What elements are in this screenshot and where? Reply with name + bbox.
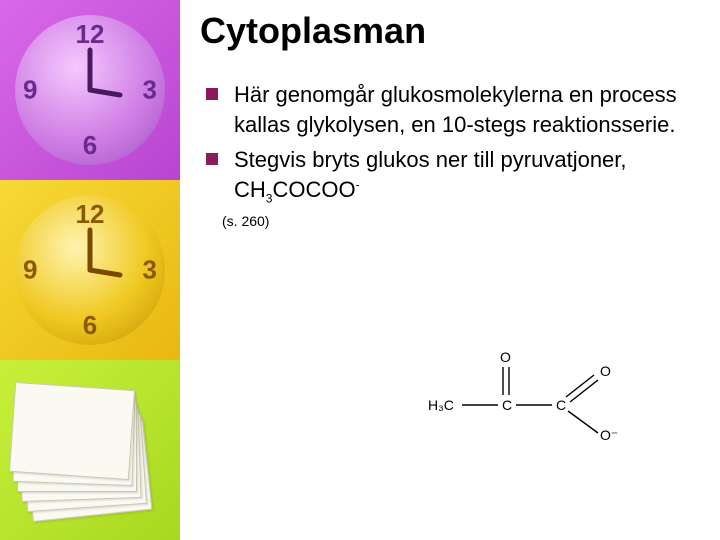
- molecule-diagram: H₃C C O C O O⁻: [420, 345, 650, 455]
- atom-c2: C: [556, 397, 566, 413]
- sidebar: 12 3 6 9 12 3 6 9: [0, 0, 180, 540]
- clock-face-purple: 12 3 6 9: [15, 15, 165, 165]
- bullet-text-1: Här genomgår glukosmolekylerna en proces…: [234, 82, 677, 137]
- bullet-list: Här genomgår glukosmolekylerna en proces…: [200, 80, 700, 207]
- clock-face-yellow: 12 3 6 9: [15, 195, 165, 345]
- atom-c1: C: [502, 397, 512, 413]
- clock-hands-yellow: [15, 195, 165, 345]
- atom-h3c: H₃C: [428, 397, 454, 413]
- slide-content: Cytoplasman Här genomgår glukosmolekyler…: [200, 10, 700, 229]
- bullet-icon: [206, 88, 218, 100]
- atom-o-neg: O⁻: [600, 427, 618, 444]
- tile-clock-yellow: 12 3 6 9: [0, 180, 180, 360]
- clock-hands-purple: [15, 15, 165, 165]
- bullet-icon: [206, 153, 218, 165]
- page-title: Cytoplasman: [200, 10, 700, 52]
- bullet-text-2: Stegvis bryts glukos ner till pyruvatjon…: [234, 147, 627, 202]
- atom-o2: O: [600, 363, 611, 379]
- bullet-item-2: Stegvis bryts glukos ner till pyruvatjon…: [200, 145, 700, 206]
- bullet-item-1: Här genomgår glukosmolekylerna en proces…: [200, 80, 700, 139]
- page-reference: (s. 260): [200, 213, 700, 229]
- tile-clock-purple: 12 3 6 9: [0, 0, 180, 180]
- paper-stack: [10, 380, 170, 530]
- tile-papers: [0, 360, 180, 540]
- atom-o1: O: [500, 349, 511, 365]
